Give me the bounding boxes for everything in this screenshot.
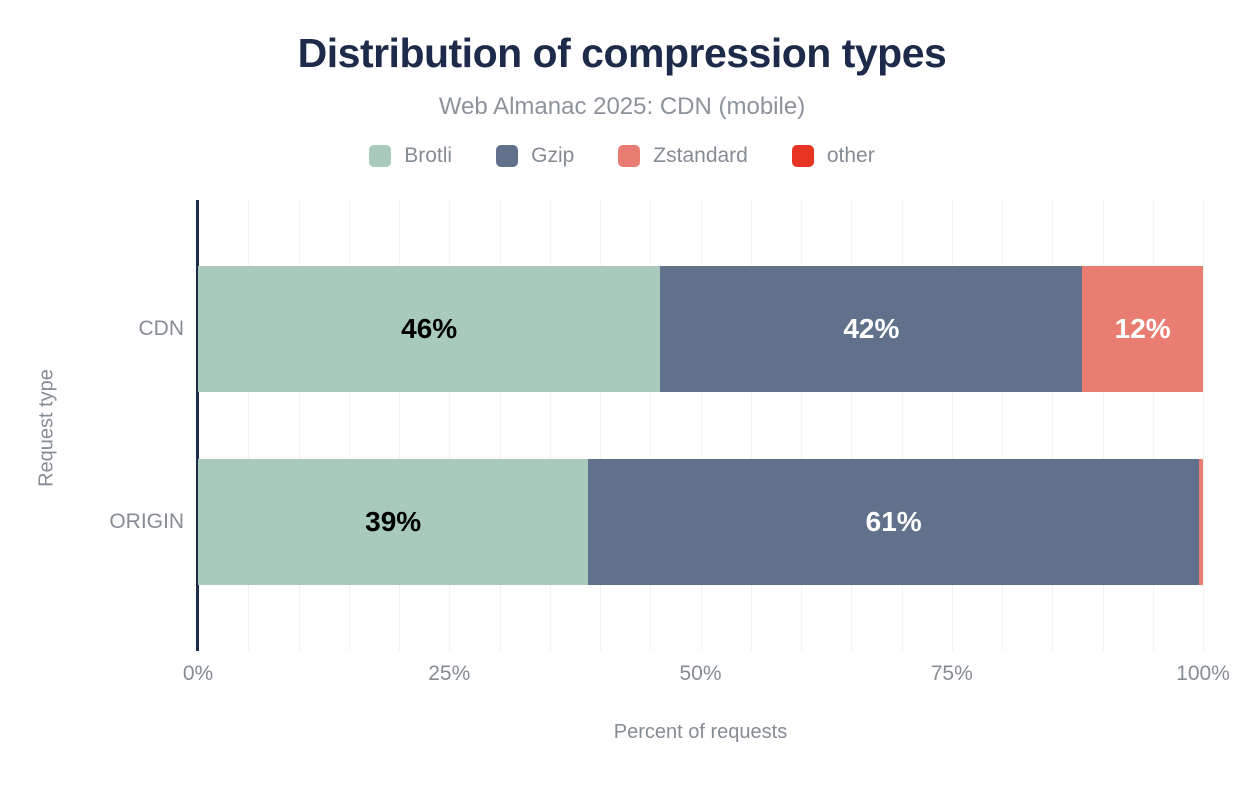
y-axis-line (196, 200, 199, 651)
bar-segment-cdn-zstandard[interactable]: 12% (1082, 266, 1203, 393)
gridline (851, 200, 853, 651)
bar-segment-origin-zstandard[interactable] (1198, 458, 1203, 585)
legend-label: Zstandard (653, 144, 748, 167)
gridline (399, 200, 400, 651)
gridline (600, 200, 601, 651)
gridline (549, 200, 551, 651)
gridline (1203, 200, 1204, 651)
legend-item-zstandard[interactable]: Zstandard (618, 144, 748, 168)
bar-row-cdn: CDN 46% 42% 12% (139, 266, 1203, 393)
legend-label: other (826, 144, 875, 167)
gridline (248, 200, 250, 651)
segment-value-label: 39% (365, 505, 422, 537)
bar-row-origin: ORIGIN 39% 61% (109, 458, 1203, 585)
gridline (901, 200, 903, 651)
legend-label: Brotli (404, 144, 453, 167)
gridline (1152, 200, 1154, 651)
x-tick-label-0: 0% (182, 662, 214, 685)
gridline (700, 200, 702, 651)
legend-swatch-icon (496, 145, 519, 167)
segment-value-label: 46% (401, 313, 458, 345)
bar-segment-origin-gzip[interactable]: 61% (588, 458, 1199, 585)
x-tick-label-25: 25% (428, 662, 471, 685)
gridline (348, 200, 350, 651)
x-tick-label-100: 100% (1176, 662, 1230, 685)
legend-label: Gzip (531, 144, 575, 167)
bar-segment-cdn-brotli[interactable]: 46% (198, 266, 661, 393)
chart-title: Distribution of compression types (297, 30, 947, 76)
segment-value-label: 61% (865, 505, 922, 537)
legend-swatch-icon (618, 145, 641, 167)
legend-swatch-icon (369, 145, 392, 167)
legend-item-gzip[interactable]: Gzip (496, 144, 574, 168)
gridline (1002, 200, 1003, 651)
x-tick-label-50: 50% (679, 662, 722, 685)
segment-value-label: 12% (1114, 313, 1171, 345)
gridline (1102, 200, 1104, 651)
gridline (951, 200, 953, 651)
legend: Brotli Gzip Zstandard other (0, 144, 1244, 168)
legend-item-other[interactable]: other (791, 144, 875, 168)
bar-segment-cdn-gzip[interactable]: 42% (660, 266, 1083, 393)
gridline (1052, 200, 1054, 651)
segment-value-label: 42% (843, 313, 900, 345)
bar-segment-origin-brotli[interactable]: 39% (198, 458, 589, 585)
gridline (650, 200, 652, 651)
bar-rows: CDN 46% 42% 12% ORIGIN 39% 61% (109, 200, 1203, 651)
x-tick-label-75: 75% (930, 662, 973, 685)
legend-item-brotli[interactable]: Brotli (369, 144, 452, 168)
category-label-origin: ORIGIN (109, 509, 184, 533)
x-axis-title: Percent of requests (613, 721, 788, 743)
gridline (499, 200, 501, 651)
gridline (801, 200, 802, 651)
chart-subtitle: Web Almanac 2025: CDN (mobile) (438, 93, 806, 120)
y-axis-title: Request type (35, 369, 58, 487)
category-label-cdn: CDN (138, 317, 185, 341)
legend-swatch-icon (791, 145, 814, 167)
gridline (298, 200, 300, 651)
gridline (449, 200, 451, 651)
gridline (750, 200, 752, 651)
plot-area: CDN 46% 42% 12% ORIGIN 39% 61% 0% 25% 50% 75% 100%… (109, 200, 1230, 743)
